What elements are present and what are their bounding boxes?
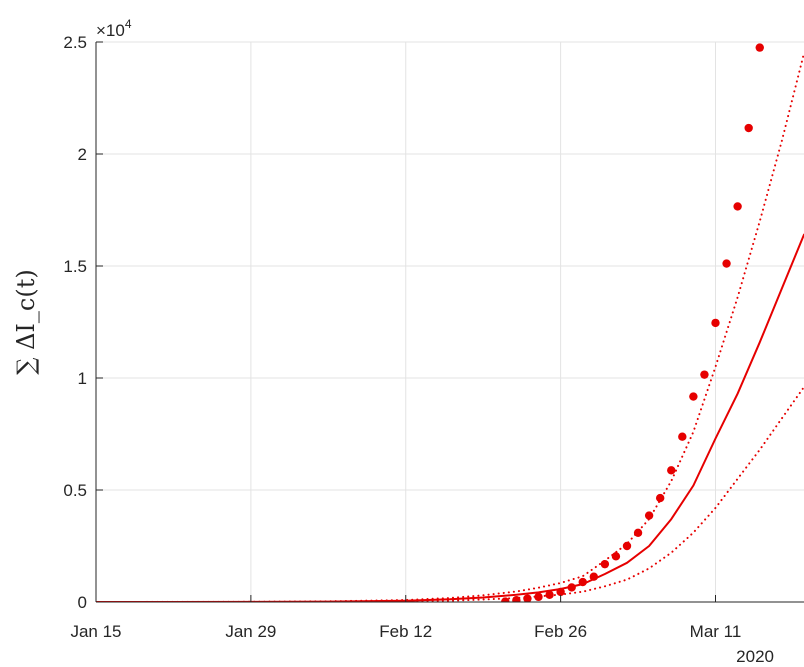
y-axis-label: ∑ ΔI_c(t)	[12, 269, 40, 374]
fit-line	[96, 233, 804, 602]
y-exponent-power: 4	[125, 17, 132, 31]
data-point	[678, 432, 687, 441]
data-point	[600, 559, 610, 569]
data-point	[667, 466, 676, 475]
bound-line-3	[96, 386, 804, 602]
y-tick-label: 1.5	[63, 257, 87, 276]
x-year-label: 2020	[736, 647, 774, 666]
x-tick-label: Feb 26	[534, 622, 587, 641]
data-point	[655, 493, 665, 503]
data-point	[700, 370, 709, 379]
plot-area	[96, 42, 804, 602]
x-tick-label: Mar 11	[690, 622, 742, 641]
y-exponent-label: ×104	[96, 17, 132, 40]
y-tick-label: 0.5	[63, 481, 87, 500]
x-tick-label: Jan 15	[70, 622, 121, 641]
data-point	[733, 202, 742, 211]
data-point	[711, 318, 720, 328]
y-tick-label: 2.5	[63, 33, 87, 52]
data-point	[755, 43, 764, 52]
y-tick-label: 2	[78, 145, 87, 164]
y-tick-label: 1	[78, 369, 87, 388]
axes	[95, 42, 804, 603]
grid-lines	[96, 41, 804, 602]
data-point	[722, 259, 731, 268]
data-point	[689, 392, 698, 401]
bound-line-2	[96, 52, 804, 602]
y-ticks: 0 0.5 1 1.5 2 2.5	[63, 33, 103, 612]
data-point	[534, 592, 543, 602]
x-tick-label: Jan 29	[225, 622, 276, 641]
y-tick-label: 0	[78, 593, 87, 612]
data-point	[644, 511, 654, 520]
series-layer	[96, 43, 804, 602]
data-point	[611, 552, 621, 561]
x-tick-label: Feb 12	[379, 622, 432, 641]
data-point	[744, 123, 753, 133]
data-point	[622, 541, 632, 551]
x-ticks: Jan 15 Jan 29 Feb 12 Feb 26 Mar 11	[70, 595, 741, 641]
